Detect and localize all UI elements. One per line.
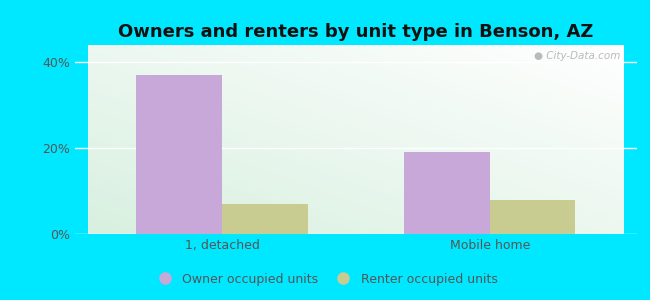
Title: Owners and renters by unit type in Benson, AZ: Owners and renters by unit type in Benso…: [118, 23, 593, 41]
Bar: [489, 200, 575, 234]
Bar: [404, 152, 489, 234]
Text: ● City-Data.com: ● City-Data.com: [534, 51, 620, 61]
Legend: Owner occupied units, Renter occupied units: Owner occupied units, Renter occupied un…: [148, 268, 502, 291]
Bar: [222, 204, 307, 234]
Bar: [136, 75, 222, 234]
